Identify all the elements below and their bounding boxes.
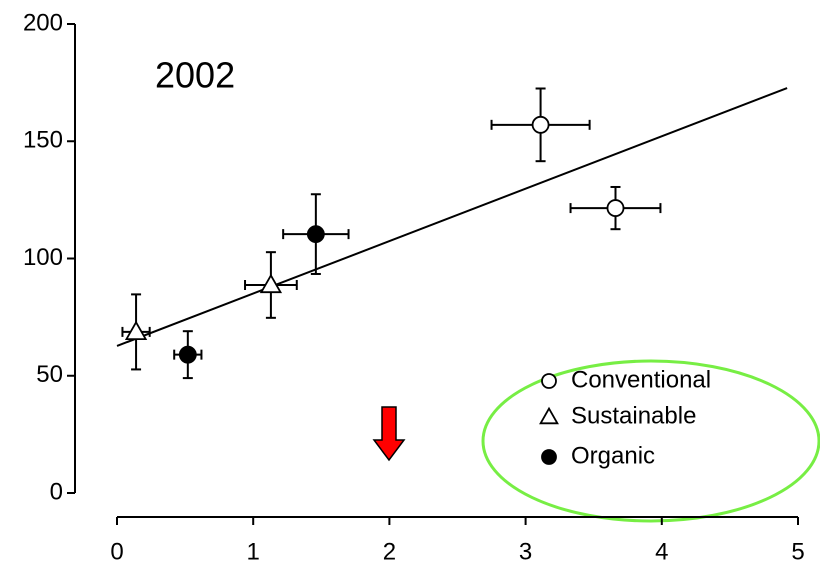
y-tick-label: 200 [23,9,63,36]
point [259,273,283,294]
x-tick-label: 3 [519,538,532,565]
legend-frame [481,359,820,523]
arrow [372,406,406,462]
y-tick-label: 100 [23,244,63,271]
x-tick-label: 2 [383,538,396,565]
point [306,225,325,244]
y-tick-label: 50 [36,361,63,388]
legend-label: Conventional [571,366,711,393]
point [541,449,557,465]
trend-line [116,87,788,347]
chart-title: 2002 [155,55,235,96]
x-tick-label: 5 [791,538,804,565]
point [606,199,625,217]
y-tick-label: 150 [23,127,63,154]
x-tick-label: 4 [655,538,668,565]
legend-label: Sustainable [571,402,696,429]
x-tick-label: 0 [110,538,123,565]
point [541,373,557,389]
point [124,320,148,340]
legend-label: Organic [571,442,655,469]
point [531,115,550,134]
y-tick-label: 0 [50,478,63,505]
x-tick-label: 1 [247,538,260,565]
point [539,406,559,425]
point [178,345,197,364]
